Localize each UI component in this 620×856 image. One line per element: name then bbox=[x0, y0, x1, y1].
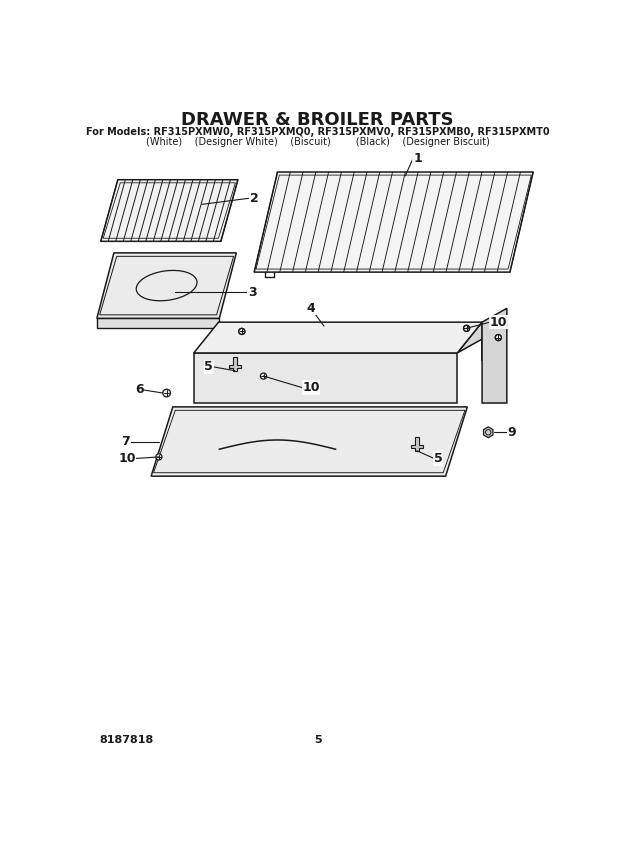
Polygon shape bbox=[458, 322, 482, 360]
Text: 4: 4 bbox=[306, 302, 315, 315]
Text: (White)    (Designer White)    (Biscuit)        (Black)    (Designer Biscuit): (White) (Designer White) (Biscuit) (Blac… bbox=[146, 137, 490, 147]
Circle shape bbox=[495, 335, 502, 341]
Polygon shape bbox=[97, 318, 219, 328]
Text: 8187818: 8187818 bbox=[99, 735, 153, 746]
Text: 2: 2 bbox=[249, 192, 259, 205]
Polygon shape bbox=[484, 427, 493, 437]
Text: 5: 5 bbox=[434, 452, 443, 465]
Circle shape bbox=[156, 454, 162, 460]
Text: 1: 1 bbox=[413, 152, 422, 164]
Text: 10: 10 bbox=[303, 381, 320, 394]
Text: 3: 3 bbox=[248, 286, 257, 299]
Polygon shape bbox=[193, 322, 482, 353]
Text: eReplacementParts.com: eReplacementParts.com bbox=[241, 431, 394, 444]
Polygon shape bbox=[151, 407, 467, 476]
Polygon shape bbox=[229, 357, 241, 371]
Circle shape bbox=[463, 325, 470, 331]
Text: 9: 9 bbox=[508, 425, 516, 439]
Text: 6: 6 bbox=[135, 383, 143, 396]
Text: 10: 10 bbox=[118, 452, 136, 465]
Text: 5: 5 bbox=[314, 735, 322, 746]
Polygon shape bbox=[254, 172, 533, 272]
Text: 5: 5 bbox=[205, 360, 213, 373]
Polygon shape bbox=[410, 437, 423, 451]
Text: For Models: RF315PXMW0, RF315PXMQ0, RF315PXMV0, RF315PXMB0, RF315PXMT0: For Models: RF315PXMW0, RF315PXMQ0, RF31… bbox=[86, 127, 549, 137]
Text: 10: 10 bbox=[490, 316, 507, 329]
Polygon shape bbox=[193, 353, 458, 403]
Circle shape bbox=[162, 389, 170, 397]
Polygon shape bbox=[482, 308, 507, 403]
Circle shape bbox=[260, 373, 267, 379]
Circle shape bbox=[239, 329, 245, 335]
Polygon shape bbox=[97, 253, 236, 318]
Text: DRAWER & BROILER PARTS: DRAWER & BROILER PARTS bbox=[182, 110, 454, 128]
Text: 7: 7 bbox=[122, 435, 130, 448]
Polygon shape bbox=[100, 180, 238, 241]
